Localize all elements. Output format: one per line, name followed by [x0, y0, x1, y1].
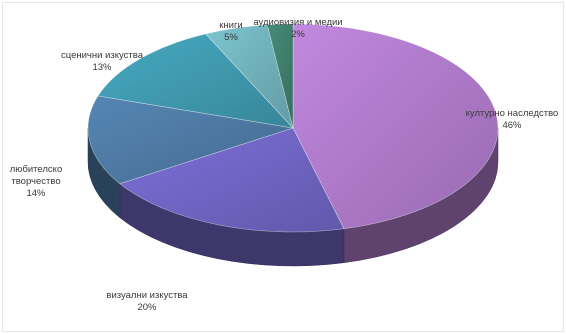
- slice-label-4: книги 5%: [219, 20, 242, 43]
- slice-label-1: визуални изкуства 20%: [106, 290, 188, 313]
- pie-slice-5: [266, 23, 294, 129]
- pie-slice-3: [97, 33, 294, 129]
- pie-slice-2: [87, 95, 294, 185]
- slice-label-3: сценични изкуства 13%: [61, 50, 144, 73]
- pie-slice-1: [119, 127, 345, 233]
- pie-slice-0: [292, 23, 499, 230]
- slice-label-2: любителско творчество 14%: [10, 164, 62, 199]
- slice-label-5: аудиовизия и медии 2%: [253, 17, 342, 40]
- slice-label-0: културно наследство 46%: [466, 108, 559, 131]
